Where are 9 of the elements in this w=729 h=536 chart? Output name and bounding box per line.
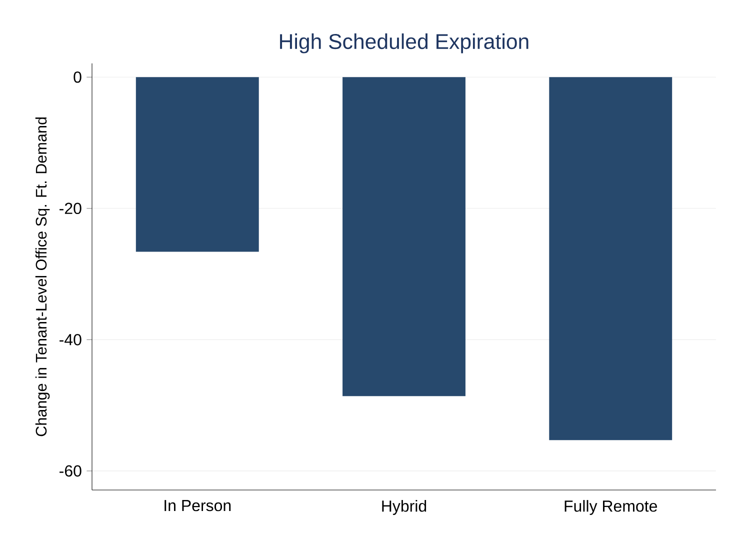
y-tick-label: 0	[74, 71, 82, 83]
x-tick-label: In Person	[164, 500, 231, 512]
x-tick-label: Hybrid	[382, 500, 426, 515]
y-tick-label: -40	[60, 334, 82, 346]
chart-title: High Scheduled Expiration	[280, 33, 528, 54]
y-tick-label: -20	[60, 202, 82, 214]
x-tick-label: Fully Remote	[564, 500, 657, 515]
y-axis-title: Change in Tenant-Level Office Sq. Ft. Demand	[35, 117, 50, 436]
y-tick-label: -60	[60, 465, 82, 477]
